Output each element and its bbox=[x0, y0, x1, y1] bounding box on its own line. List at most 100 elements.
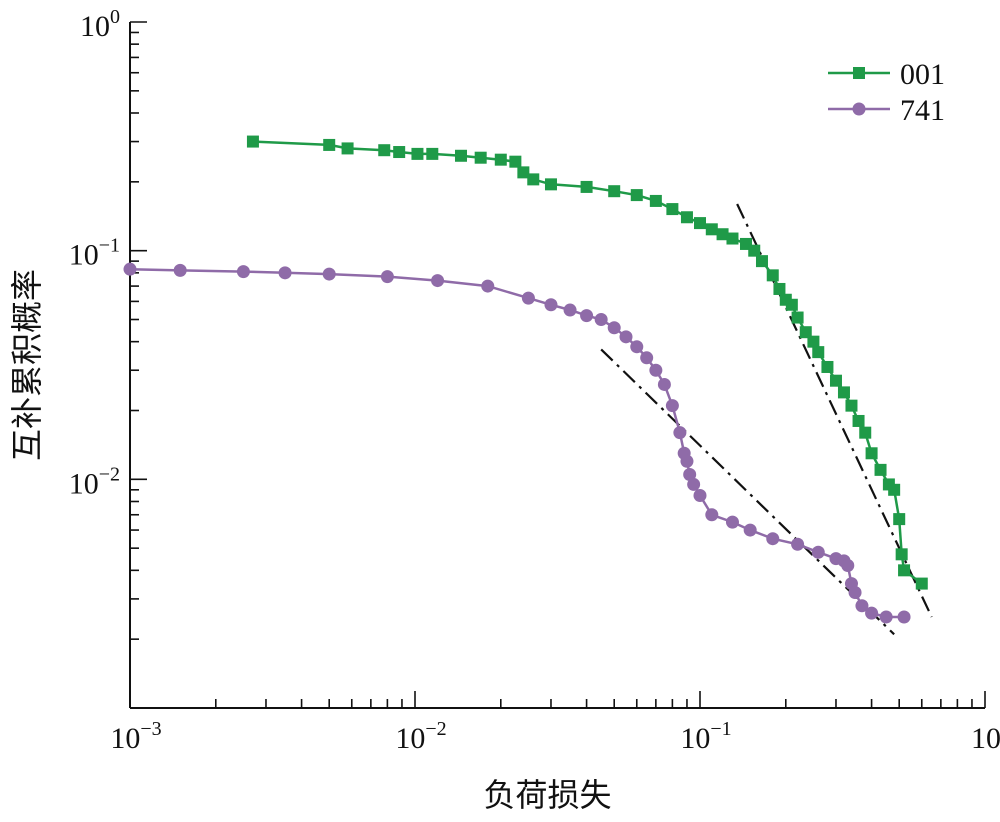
data-point-741 bbox=[173, 263, 187, 277]
fit-line-2 bbox=[600, 348, 895, 636]
x-tick-label: 10−1 bbox=[680, 718, 731, 755]
series-line-741 bbox=[129, 267, 905, 619]
data-point-741 bbox=[640, 351, 654, 365]
data-point-001 bbox=[812, 346, 825, 359]
series-001 bbox=[246, 135, 928, 590]
data-point-741 bbox=[607, 321, 621, 335]
data-point-001 bbox=[865, 447, 878, 460]
data-point-741 bbox=[855, 599, 869, 613]
data-point-001 bbox=[494, 153, 507, 166]
data-point-001 bbox=[755, 255, 768, 268]
legend-item-741: 741 bbox=[828, 94, 945, 127]
legend-label: 741 bbox=[900, 94, 945, 127]
data-point-741 bbox=[657, 377, 671, 391]
data-point-741 bbox=[236, 265, 250, 279]
data-point-001 bbox=[726, 232, 739, 245]
data-point-001 bbox=[393, 146, 406, 159]
y-tick-label: 10−1 bbox=[69, 235, 120, 272]
data-point-741 bbox=[673, 426, 687, 440]
data-point-741 bbox=[278, 266, 292, 280]
data-point-001 bbox=[829, 374, 842, 387]
data-point-741 bbox=[743, 523, 757, 537]
data-point-001 bbox=[893, 513, 906, 526]
legend-item-001: 001 bbox=[828, 58, 945, 91]
data-point-001 bbox=[705, 223, 718, 236]
data-point-001 bbox=[874, 463, 887, 476]
data-point-741 bbox=[123, 262, 137, 276]
data-point-741 bbox=[705, 508, 719, 522]
data-point-001 bbox=[748, 244, 761, 257]
data-point-741 bbox=[521, 291, 535, 305]
data-point-001 bbox=[323, 138, 336, 151]
data-point-741 bbox=[766, 532, 780, 546]
data-point-741 bbox=[563, 303, 577, 317]
series-741 bbox=[123, 262, 911, 624]
data-point-001 bbox=[580, 180, 593, 193]
data-point-001 bbox=[411, 147, 424, 160]
data-point-741 bbox=[322, 267, 336, 281]
data-point-001 bbox=[608, 185, 621, 198]
legend-marker bbox=[852, 102, 866, 116]
data-point-741 bbox=[649, 363, 663, 377]
data-point-741 bbox=[897, 610, 911, 624]
data-point-001 bbox=[454, 149, 467, 162]
x-axis-title: 负荷损失 bbox=[483, 777, 611, 813]
data-point-001 bbox=[630, 189, 643, 202]
y-axis-title: 互补累积概率 bbox=[9, 269, 45, 461]
data-point-001 bbox=[859, 426, 872, 439]
data-point-001 bbox=[246, 135, 259, 148]
data-point-741 bbox=[481, 279, 495, 293]
data-point-001 bbox=[517, 166, 530, 179]
data-point-001 bbox=[544, 178, 557, 191]
data-point-741 bbox=[683, 467, 697, 481]
data-point-001 bbox=[821, 360, 834, 373]
data-point-001 bbox=[341, 142, 354, 155]
data-point-001 bbox=[852, 414, 865, 427]
data-point-001 bbox=[898, 564, 911, 577]
data-point-741 bbox=[380, 270, 394, 284]
data-point-001 bbox=[807, 335, 820, 348]
data-point-001 bbox=[527, 173, 540, 186]
data-point-741 bbox=[687, 477, 701, 491]
data-point-001 bbox=[773, 282, 786, 295]
data-point-741 bbox=[865, 606, 879, 620]
x-tick-label: 10−2 bbox=[395, 718, 446, 755]
data-point-741 bbox=[680, 454, 694, 468]
data-point-741 bbox=[693, 488, 707, 502]
data-point-741 bbox=[811, 545, 825, 559]
data-point-741 bbox=[544, 298, 558, 312]
legend-label: 001 bbox=[900, 58, 945, 91]
data-point-001 bbox=[799, 326, 812, 339]
data-point-001 bbox=[474, 151, 487, 164]
data-point-741 bbox=[665, 399, 679, 413]
data-point-001 bbox=[845, 399, 858, 412]
data-point-741 bbox=[791, 537, 805, 551]
data-point-001 bbox=[694, 217, 706, 230]
data-point-001 bbox=[791, 311, 804, 324]
data-point-741 bbox=[630, 340, 644, 354]
data-point-001 bbox=[888, 483, 901, 496]
data-point-741 bbox=[841, 558, 855, 572]
data-point-741 bbox=[594, 313, 608, 327]
data-point-001 bbox=[716, 228, 729, 241]
data-point-001 bbox=[785, 298, 798, 311]
data-point-741 bbox=[879, 610, 893, 624]
data-point-001 bbox=[837, 386, 850, 399]
data-point-001 bbox=[895, 548, 908, 561]
data-point-741 bbox=[725, 515, 739, 529]
y-tick-label: 100 bbox=[80, 6, 120, 43]
legend-marker bbox=[853, 67, 865, 79]
data-point-001 bbox=[378, 144, 391, 157]
data-point-741 bbox=[619, 330, 633, 344]
data-point-001 bbox=[680, 211, 693, 224]
data-point-001 bbox=[509, 155, 522, 168]
data-point-741 bbox=[848, 585, 862, 599]
x-tick-label: 100 bbox=[971, 718, 1000, 755]
data-point-001 bbox=[649, 194, 662, 207]
y-tick-label: 10−2 bbox=[69, 463, 120, 500]
data-point-001 bbox=[666, 203, 679, 216]
data-point-741 bbox=[580, 309, 594, 323]
data-point-741 bbox=[431, 274, 445, 288]
